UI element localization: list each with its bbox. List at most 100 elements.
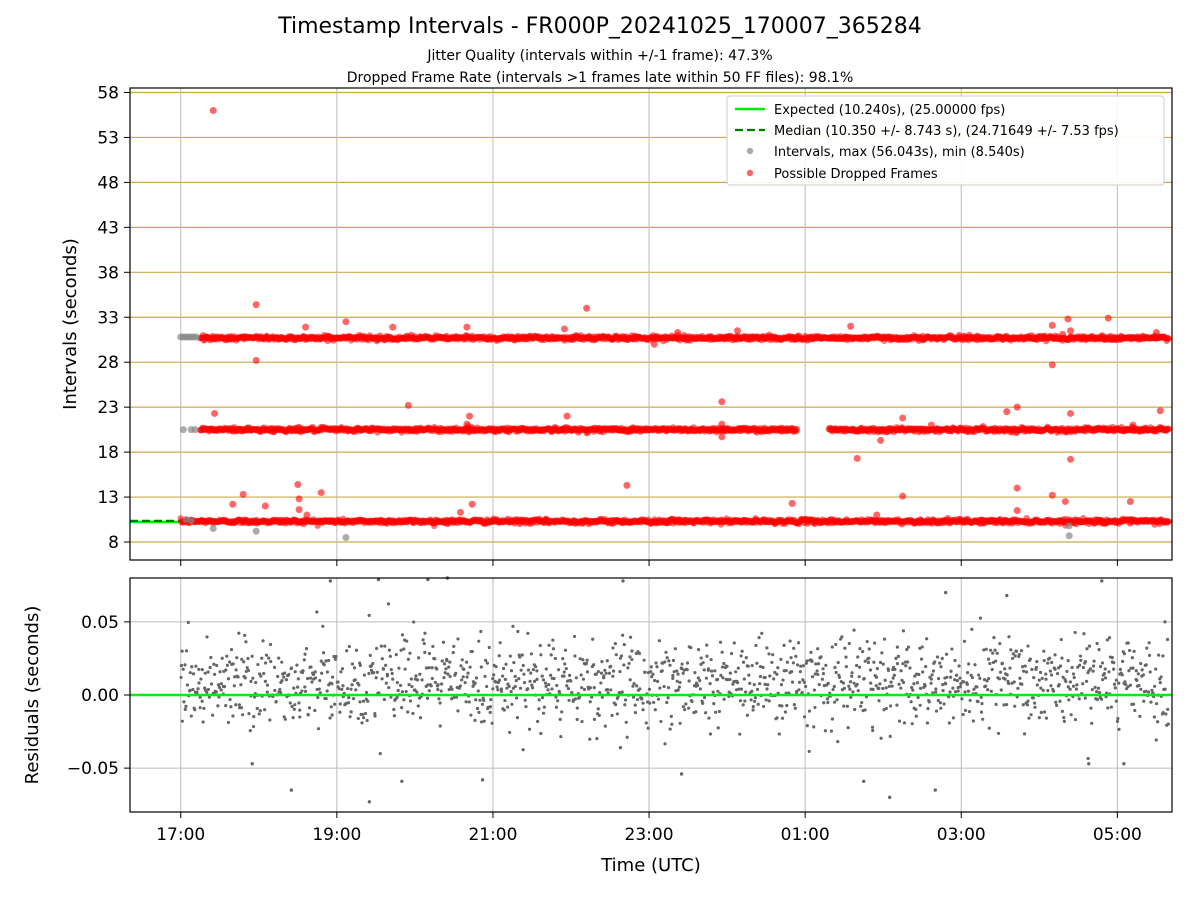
dropped-frame-outlier xyxy=(404,401,412,409)
residual-point xyxy=(330,682,334,686)
residual-point xyxy=(243,633,247,637)
residual-point xyxy=(565,684,569,688)
residual-point xyxy=(479,629,483,634)
residual-point xyxy=(490,721,494,725)
residual-point xyxy=(498,641,502,645)
residual-point xyxy=(427,666,431,670)
residual-point xyxy=(185,683,190,687)
residual-point xyxy=(580,686,584,690)
residual-point xyxy=(276,674,280,679)
residual-point xyxy=(418,716,423,720)
residual-point xyxy=(620,690,624,694)
residual-point xyxy=(280,679,284,683)
residual-point xyxy=(510,702,514,706)
residual-point xyxy=(381,667,386,671)
residual-point xyxy=(357,683,361,687)
residual-point xyxy=(619,654,624,658)
residual-point xyxy=(287,672,291,677)
residual-point xyxy=(496,688,500,692)
residual-point xyxy=(422,641,426,646)
dropped-frame-point xyxy=(1165,425,1172,433)
residual-point xyxy=(467,700,471,704)
residual-point xyxy=(268,642,273,647)
residual-point xyxy=(542,705,546,709)
residual-point xyxy=(549,653,553,657)
residual-point xyxy=(491,687,495,691)
residual-point xyxy=(623,703,627,707)
legend-intervals-swatch xyxy=(746,147,754,155)
residual-point xyxy=(508,730,512,735)
top-ytick-label: 58 xyxy=(97,83,119,103)
dropped-frame-outlier xyxy=(463,323,471,331)
residual-point xyxy=(444,667,448,671)
residual-point xyxy=(535,677,539,681)
residual-point xyxy=(468,665,472,669)
residual-point xyxy=(447,688,451,692)
residual-point xyxy=(418,672,422,676)
residual-point xyxy=(563,662,567,666)
dropped-frame-outlier xyxy=(468,500,476,508)
residual-point xyxy=(567,698,571,702)
residual-point xyxy=(557,668,561,672)
residual-point xyxy=(313,676,318,680)
residual-point xyxy=(563,648,568,652)
dropped-frame-outlier xyxy=(734,327,742,335)
residual-point xyxy=(368,653,372,658)
residual-point xyxy=(400,705,404,710)
dropped-frame-outlier xyxy=(295,506,303,514)
interval-point xyxy=(191,426,199,434)
residual-point xyxy=(317,687,321,691)
residual-point xyxy=(395,695,399,700)
residual-point xyxy=(433,657,437,661)
residual-point xyxy=(485,661,489,665)
residual-point xyxy=(480,702,484,706)
residual-point xyxy=(224,668,228,672)
residual-point xyxy=(503,677,507,681)
residual-point xyxy=(309,676,313,680)
residual-point xyxy=(298,708,302,712)
residual-point xyxy=(190,665,194,669)
residual-point xyxy=(497,678,501,682)
residual-point xyxy=(560,710,564,714)
residual-point xyxy=(531,667,535,672)
residual-point xyxy=(544,667,548,671)
residual-point xyxy=(483,674,487,678)
residual-point xyxy=(246,656,250,661)
dropped-frame-outlier xyxy=(1129,421,1137,429)
dropped-frame-outlier xyxy=(718,398,726,406)
residual-point xyxy=(552,676,556,681)
interval-point xyxy=(1065,522,1073,530)
residual-point xyxy=(374,676,378,680)
residual-point xyxy=(575,706,579,710)
residual-point xyxy=(222,685,227,689)
residual-point xyxy=(408,651,412,655)
residual-point xyxy=(594,672,598,676)
residual-point xyxy=(628,655,632,659)
residual-point xyxy=(361,699,366,703)
residual-point xyxy=(400,690,405,694)
residual-point xyxy=(509,689,513,694)
residual-point xyxy=(218,670,222,674)
residual-point xyxy=(503,698,507,703)
chart-title: Timestamp Intervals - FR000P_20241025_17… xyxy=(278,14,922,39)
residual-point xyxy=(341,684,345,688)
residual-point xyxy=(220,656,224,660)
residual-point xyxy=(234,703,238,707)
dropped-frame-outlier xyxy=(252,356,260,364)
top-ytick-label: 33 xyxy=(97,308,119,328)
residual-point xyxy=(411,711,415,716)
residual-point xyxy=(321,651,326,655)
residual-point xyxy=(421,638,425,642)
residual-point xyxy=(295,663,299,667)
residual-point xyxy=(508,654,512,658)
residual-point xyxy=(451,650,455,655)
residual-point xyxy=(602,674,606,678)
dropped-frame-outlier xyxy=(463,420,471,428)
residual-point xyxy=(409,677,413,681)
residual-point xyxy=(516,629,520,634)
residual-point xyxy=(237,703,241,707)
residual-point xyxy=(443,671,447,675)
residual-point xyxy=(610,713,614,718)
residual-point xyxy=(452,644,456,649)
residual-point xyxy=(477,639,481,643)
